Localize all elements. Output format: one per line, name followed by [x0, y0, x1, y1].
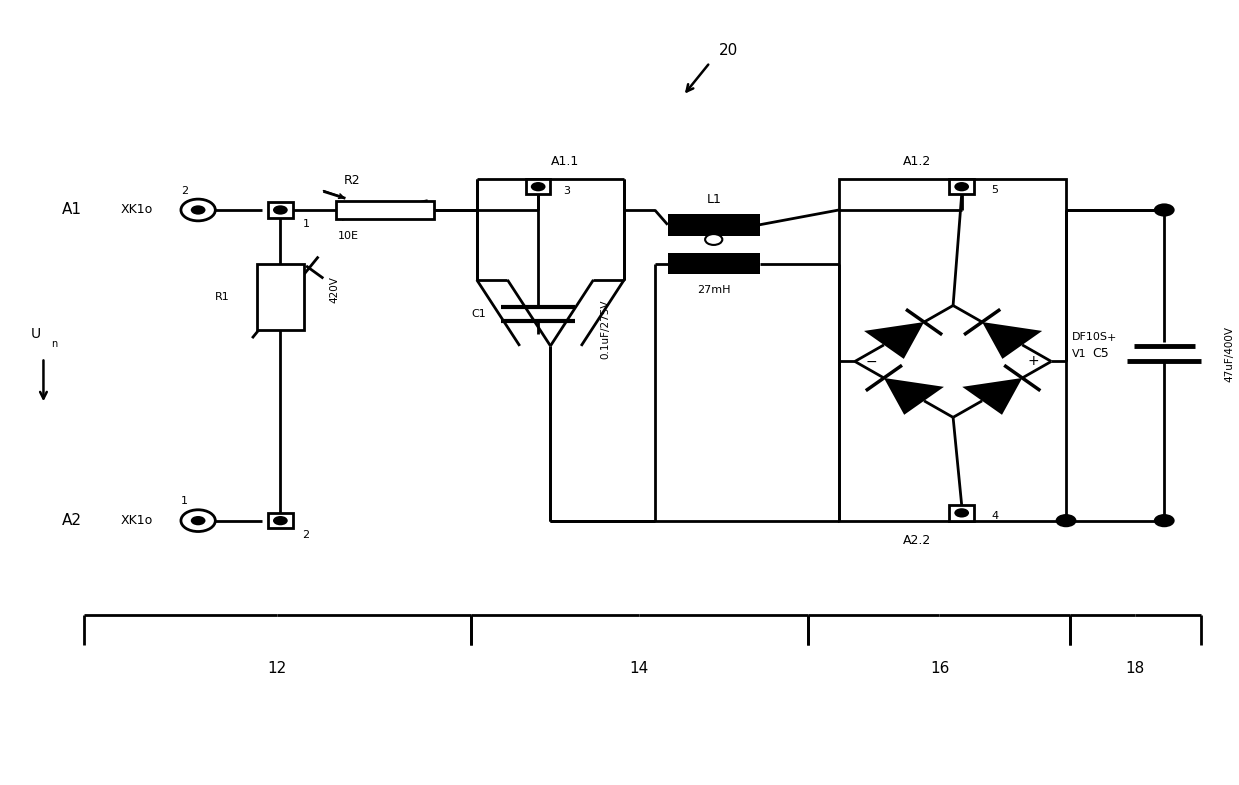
- Text: 2: 2: [302, 530, 310, 539]
- Text: XK1o: XK1o: [120, 203, 154, 217]
- Text: 1: 1: [181, 496, 188, 506]
- Text: A2.2: A2.2: [903, 534, 930, 546]
- Bar: [949, 505, 974, 520]
- Circle shape: [181, 509, 216, 531]
- Text: DF10S: DF10S: [1072, 332, 1108, 342]
- Text: 18: 18: [1125, 661, 1145, 676]
- Text: 27mH: 27mH: [698, 285, 731, 295]
- Bar: [668, 253, 760, 275]
- Polygon shape: [983, 322, 1042, 359]
- Text: 0.1uF/275V: 0.1uF/275V: [601, 300, 611, 360]
- Text: 20: 20: [719, 43, 738, 58]
- Text: L1: L1: [706, 193, 721, 206]
- Text: +: +: [1027, 355, 1040, 368]
- Text: 14: 14: [629, 661, 648, 676]
- Text: 12: 12: [268, 661, 286, 676]
- Text: n: n: [51, 338, 57, 349]
- Circle shape: [191, 206, 206, 214]
- Text: A2: A2: [62, 513, 82, 528]
- Text: 420V: 420V: [330, 276, 339, 303]
- Polygon shape: [864, 322, 924, 359]
- Text: A1.1: A1.1: [550, 155, 579, 168]
- Text: XK1o: XK1o: [120, 514, 154, 528]
- Text: 47uF/400V: 47uF/400V: [1224, 326, 1234, 382]
- Circle shape: [181, 199, 216, 221]
- Text: 2: 2: [181, 185, 188, 195]
- Text: 1: 1: [302, 219, 310, 229]
- Circle shape: [191, 516, 206, 525]
- Text: A1: A1: [62, 203, 82, 217]
- Text: U: U: [31, 327, 41, 341]
- Text: +: +: [1106, 333, 1116, 343]
- Circle shape: [705, 234, 722, 245]
- Text: −: −: [866, 355, 877, 368]
- Text: 10E: 10E: [338, 232, 359, 242]
- Bar: [336, 201, 434, 219]
- Text: 5: 5: [991, 184, 999, 195]
- Bar: [268, 203, 292, 217]
- Bar: [839, 179, 1066, 520]
- Bar: [668, 214, 760, 236]
- Circle shape: [954, 182, 969, 192]
- Circle shape: [1154, 203, 1175, 217]
- Text: C5: C5: [1093, 347, 1109, 360]
- Bar: [256, 265, 304, 330]
- Circle shape: [273, 206, 287, 214]
- Text: 4: 4: [991, 511, 999, 521]
- Text: V1: V1: [1072, 349, 1087, 359]
- Circle shape: [1154, 514, 1175, 528]
- Circle shape: [1056, 514, 1077, 528]
- Circle shape: [530, 182, 545, 192]
- Text: 3: 3: [563, 185, 570, 195]
- Circle shape: [273, 516, 287, 525]
- Bar: [525, 179, 550, 195]
- Text: A1.2: A1.2: [903, 155, 930, 168]
- Text: 16: 16: [930, 661, 949, 676]
- Bar: [949, 179, 974, 195]
- Polygon shape: [963, 378, 1022, 414]
- Circle shape: [954, 508, 969, 517]
- Bar: [268, 513, 292, 528]
- Polygon shape: [883, 378, 944, 414]
- Text: C1: C1: [472, 309, 487, 319]
- Text: R1: R1: [216, 292, 230, 302]
- Text: R2: R2: [344, 174, 361, 187]
